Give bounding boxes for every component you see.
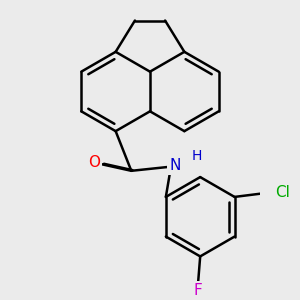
Text: O: O	[88, 155, 100, 170]
Text: F: F	[194, 284, 203, 298]
Text: Cl: Cl	[275, 185, 290, 200]
Text: N: N	[169, 158, 181, 173]
Text: H: H	[192, 149, 202, 163]
